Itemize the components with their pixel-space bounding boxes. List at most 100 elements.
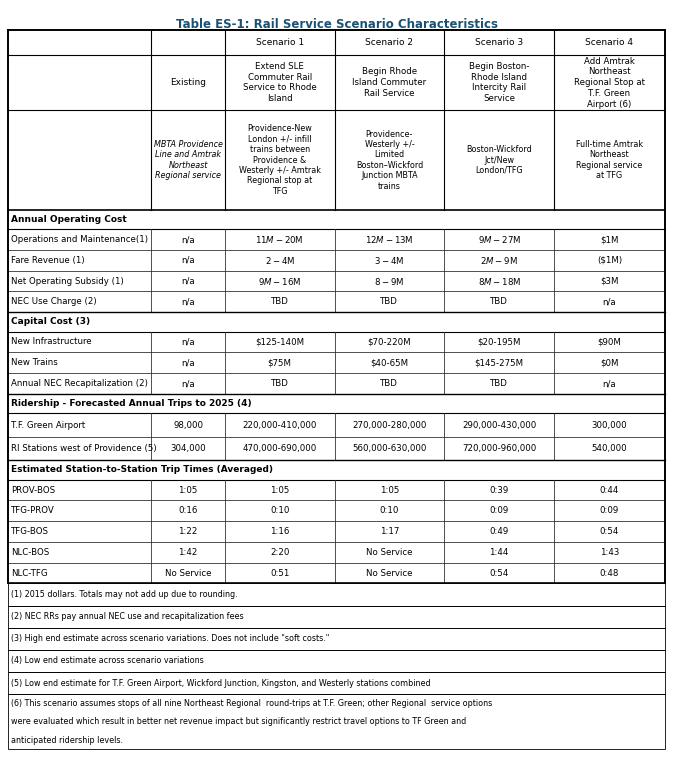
Text: TBD: TBD (490, 379, 508, 388)
Text: $90M: $90M (598, 338, 621, 347)
Text: $8M-$18M: $8M-$18M (478, 276, 521, 287)
Text: 2:20: 2:20 (270, 548, 289, 557)
Text: (2) NEC RRs pay annual NEC use and recapitalization fees: (2) NEC RRs pay annual NEC use and recap… (11, 613, 244, 621)
Text: No Service: No Service (165, 568, 211, 578)
Text: Ridership - Forecasted Annual Trips to 2025 (4): Ridership - Forecasted Annual Trips to 2… (11, 399, 252, 408)
Text: n/a: n/a (602, 298, 616, 307)
Text: T.F. Green Airport: T.F. Green Airport (11, 420, 85, 430)
Text: 0:09: 0:09 (489, 506, 509, 515)
Text: 1:42: 1:42 (178, 548, 198, 557)
Text: $70-220M: $70-220M (367, 338, 411, 347)
Bar (8, 584, 665, 606)
Text: $9M-$16M: $9M-$16M (258, 276, 302, 287)
Text: 220,000-410,000: 220,000-410,000 (242, 420, 317, 430)
Text: 0:10: 0:10 (380, 506, 399, 515)
Text: 1:17: 1:17 (380, 527, 399, 536)
Bar (8, 672, 665, 694)
Text: Table ES-1: Rail Service Scenario Characteristics: Table ES-1: Rail Service Scenario Charac… (176, 18, 497, 31)
Text: 560,000-630,000: 560,000-630,000 (352, 444, 427, 453)
Text: (3) High end estimate across scenario variations. Does not include "soft costs.": (3) High end estimate across scenario va… (11, 635, 329, 644)
Text: Add Amtrak
Northeast
Regional Stop at
T.F. Green
Airport (6): Add Amtrak Northeast Regional Stop at T.… (574, 57, 645, 109)
Text: New Trains: New Trains (11, 358, 58, 367)
Text: TBD: TBD (490, 298, 508, 307)
Bar (8, 650, 665, 672)
Text: Net Operating Subsidy (1): Net Operating Subsidy (1) (11, 276, 124, 285)
Text: Full-time Amtrak
Northeast
Regional service
at TFG: Full-time Amtrak Northeast Regional serv… (576, 140, 643, 180)
Text: 0:51: 0:51 (270, 568, 289, 578)
Text: 98,000: 98,000 (173, 420, 203, 430)
Text: TFG-BOS: TFG-BOS (11, 527, 49, 536)
Text: 470,000-690,000: 470,000-690,000 (242, 444, 317, 453)
Text: 0:49: 0:49 (489, 527, 509, 536)
Text: 0:44: 0:44 (600, 486, 619, 495)
Text: RI Stations west of Providence (5): RI Stations west of Providence (5) (11, 444, 157, 453)
Text: 1:05: 1:05 (380, 486, 399, 495)
Text: TBD: TBD (271, 298, 289, 307)
Text: TBD: TBD (380, 379, 398, 388)
Text: 304,000: 304,000 (170, 444, 206, 453)
Text: New Infrastructure: New Infrastructure (11, 338, 92, 347)
Text: No Service: No Service (366, 548, 413, 557)
Text: $8-$9M: $8-$9M (374, 276, 404, 287)
Text: $1M: $1M (600, 235, 618, 244)
Text: NLC-BOS: NLC-BOS (11, 548, 49, 557)
Text: Providence-New
London +/- infill
trains between
Providence &
Westerly +/- Amtrak: Providence-New London +/- infill trains … (239, 124, 320, 196)
Text: Existing: Existing (170, 78, 206, 87)
Text: TBD: TBD (380, 298, 398, 307)
Text: TBD: TBD (271, 379, 289, 388)
Text: 0:54: 0:54 (489, 568, 509, 578)
Text: (4) Low end estimate across scenario variations: (4) Low end estimate across scenario var… (11, 657, 204, 666)
Text: 0:09: 0:09 (600, 506, 619, 515)
Text: 270,000-280,000: 270,000-280,000 (352, 420, 427, 430)
Text: $3-$4M: $3-$4M (374, 255, 404, 266)
Text: 0:54: 0:54 (600, 527, 619, 536)
Text: $125-140M: $125-140M (255, 338, 304, 347)
Text: Scenario 2: Scenario 2 (365, 38, 413, 47)
Text: Annual Operating Cost: Annual Operating Cost (11, 215, 127, 224)
Text: NLC-TFG: NLC-TFG (11, 568, 48, 578)
Text: 290,000-430,000: 290,000-430,000 (462, 420, 536, 430)
Text: Scenario 1: Scenario 1 (256, 38, 304, 47)
Text: n/a: n/a (181, 358, 194, 367)
Text: MBTA Providence
Line and Amtrak
Northeast
Regional service: MBTA Providence Line and Amtrak Northeas… (153, 140, 223, 180)
Text: Begin Boston-
Rhode Island
Intercity Rail
Service: Begin Boston- Rhode Island Intercity Rai… (469, 62, 530, 103)
Text: anticipated ridership levels.: anticipated ridership levels. (11, 735, 123, 745)
Text: 0:48: 0:48 (600, 568, 619, 578)
Text: TFG-PROV: TFG-PROV (11, 506, 55, 515)
Text: (1) 2015 dollars. Totals may not add up due to rounding.: (1) 2015 dollars. Totals may not add up … (11, 590, 238, 599)
Text: 0:39: 0:39 (489, 486, 509, 495)
Text: Boston-Wickford
Jct/New
London/TFG: Boston-Wickford Jct/New London/TFG (466, 145, 532, 175)
Text: $75M: $75M (268, 358, 291, 367)
Bar (8, 30, 665, 584)
Text: $0M: $0M (600, 358, 618, 367)
Text: 1:43: 1:43 (600, 548, 619, 557)
Text: No Service: No Service (366, 568, 413, 578)
Text: Begin Rhode
Island Commuter
Rail Service: Begin Rhode Island Commuter Rail Service (353, 68, 427, 98)
Text: 300,000: 300,000 (592, 420, 627, 430)
Text: 1:05: 1:05 (270, 486, 289, 495)
Text: n/a: n/a (181, 256, 194, 265)
Text: 540,000: 540,000 (592, 444, 627, 453)
Bar (8, 694, 665, 749)
Text: 1:22: 1:22 (178, 527, 198, 536)
Text: 0:16: 0:16 (178, 506, 198, 515)
Text: 0:10: 0:10 (270, 506, 289, 515)
Text: (5) Low end estimate for T.F. Green Airport, Wickford Junction, Kingston, and We: (5) Low end estimate for T.F. Green Airp… (11, 679, 431, 688)
Text: were evaluated which result in better net revenue impact but significantly restr: were evaluated which result in better ne… (11, 717, 466, 726)
Text: 1:44: 1:44 (489, 548, 509, 557)
Bar (8, 628, 665, 650)
Text: n/a: n/a (181, 338, 194, 347)
Text: $2-$4M: $2-$4M (264, 255, 295, 266)
Text: $12M-$13M: $12M-$13M (365, 234, 414, 245)
Text: 1:05: 1:05 (178, 486, 198, 495)
Text: n/a: n/a (181, 235, 194, 244)
Text: Scenario 3: Scenario 3 (475, 38, 523, 47)
Text: PROV-BOS: PROV-BOS (11, 486, 55, 495)
Text: Operations and Maintenance(1): Operations and Maintenance(1) (11, 235, 148, 244)
Text: $9M-$27M: $9M-$27M (478, 234, 521, 245)
Text: Estimated Station-to-Station Trip Times (Averaged): Estimated Station-to-Station Trip Times … (11, 465, 273, 474)
Text: $40-65M: $40-65M (370, 358, 409, 367)
Bar (8, 606, 665, 628)
Text: 1:16: 1:16 (270, 527, 289, 536)
Text: (6) This scenario assumes stops of all nine Northeast Regional  round-trips at T: (6) This scenario assumes stops of all n… (11, 699, 492, 708)
